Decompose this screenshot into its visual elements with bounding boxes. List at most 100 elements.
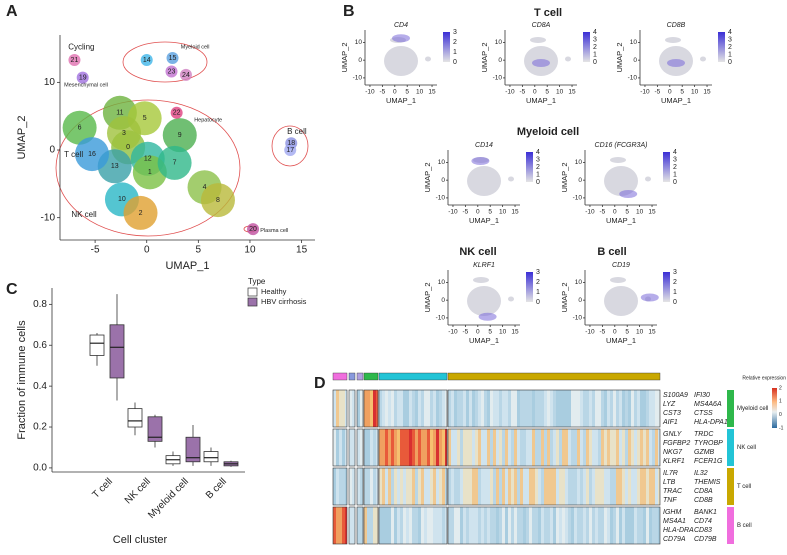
heat-cell	[376, 390, 378, 427]
heat-block	[356, 389, 364, 428]
x-tick-label: 15	[648, 329, 656, 336]
heat-cell	[391, 507, 394, 544]
heat-cell	[412, 507, 415, 544]
heat-cell	[430, 468, 433, 505]
heat-cell	[442, 390, 445, 427]
x-tick-label: 15	[703, 89, 711, 96]
cluster-label: 16	[88, 151, 96, 158]
heat-block	[447, 389, 661, 428]
legend-tick: 1	[779, 399, 782, 405]
heat-cell	[469, 507, 472, 544]
cluster	[140, 54, 153, 67]
y-axis-label: UMAP_2	[480, 42, 489, 72]
heat-cell	[463, 468, 466, 505]
heat-cell	[397, 468, 400, 505]
y-tick-label: -10	[573, 195, 583, 202]
gene-label: FGFBP2	[663, 440, 690, 447]
heat-cell	[427, 390, 430, 427]
colorbar	[663, 272, 670, 302]
cluster	[200, 183, 235, 218]
heat-cell	[373, 429, 376, 466]
gene-title: KLRF1	[473, 262, 495, 269]
colorbar	[583, 32, 590, 62]
heat-cell	[544, 429, 547, 466]
heat-block	[332, 389, 348, 428]
annotation: Mesenchymal cell	[64, 83, 108, 89]
heat-cell	[370, 468, 373, 505]
heat-cell	[357, 507, 360, 544]
heat-cell	[532, 468, 535, 505]
y-tick-label: 10	[575, 159, 583, 166]
heat-cell	[475, 507, 478, 544]
heat-cell	[589, 468, 592, 505]
colorbar-tick: 2	[593, 44, 597, 51]
cluster-label: 23	[168, 68, 176, 75]
heat-cell	[379, 507, 382, 544]
heat-cell	[514, 468, 517, 505]
heat-cell	[598, 429, 601, 466]
heat-cell	[535, 468, 538, 505]
legend-title: Type	[248, 277, 266, 286]
heat-cell	[339, 507, 342, 544]
heat-cell	[333, 390, 336, 427]
legend-swatch	[247, 287, 258, 297]
heat-cell	[367, 390, 370, 427]
heat-cell	[448, 507, 451, 544]
heat-cell	[562, 468, 565, 505]
cluster-label: 22	[173, 110, 181, 117]
box	[147, 416, 163, 442]
heat-cell	[643, 390, 646, 427]
x-tick-label: T cell	[90, 476, 115, 501]
heat-cell	[364, 390, 367, 427]
heat-cell	[568, 468, 571, 505]
heat-cell	[373, 507, 376, 544]
heat-cell	[370, 429, 373, 466]
heat-cell	[535, 390, 538, 427]
gene-label: MS4A1	[663, 518, 686, 525]
heat-cell	[535, 429, 538, 466]
heat-cell	[553, 390, 556, 427]
heat-cell	[472, 468, 475, 505]
expression	[667, 59, 685, 67]
heat-cell	[637, 390, 640, 427]
heat-cell	[508, 507, 511, 544]
y-tick-label: 0	[498, 57, 502, 64]
heat-cell	[360, 429, 363, 466]
colorbar	[663, 152, 670, 182]
x-tick-label: 5	[405, 89, 409, 96]
heat-cell	[601, 507, 604, 544]
heat-block	[332, 467, 348, 506]
annotation: NK cell	[71, 210, 97, 219]
legend-swatch	[247, 297, 258, 307]
heat-cell	[466, 429, 469, 466]
cluster-label: 21	[71, 57, 79, 64]
gene-label: TRAC	[663, 488, 683, 495]
heat-cell	[367, 429, 370, 466]
heat-cell	[367, 468, 370, 505]
heat-cell	[508, 468, 511, 505]
expression	[640, 293, 659, 302]
x-tick-label: -5	[462, 209, 468, 216]
heat-cell	[496, 507, 499, 544]
heat-cell	[472, 429, 475, 466]
cluster	[123, 195, 158, 230]
cluster	[166, 52, 179, 65]
heat-cell	[556, 390, 559, 427]
heat-block	[363, 428, 379, 467]
heat-cell	[451, 507, 454, 544]
group-bar	[727, 468, 734, 505]
x-tick-label: 0	[393, 89, 397, 96]
heat-cell	[463, 429, 466, 466]
x-tick-label: 15	[511, 329, 519, 336]
heat-cell	[436, 390, 439, 427]
x-tick-label: 5	[680, 89, 684, 96]
gene-title: CD14	[475, 142, 493, 149]
heat-cell	[400, 507, 403, 544]
x-tick-label: -10	[585, 209, 595, 216]
heat-cell	[646, 468, 649, 505]
gene-label: IL7R	[663, 470, 678, 477]
heat-cell	[421, 507, 424, 544]
heat-cell	[382, 507, 385, 544]
x-tick-label: NK cell	[123, 476, 153, 506]
gene-label: CD8A	[694, 488, 713, 495]
